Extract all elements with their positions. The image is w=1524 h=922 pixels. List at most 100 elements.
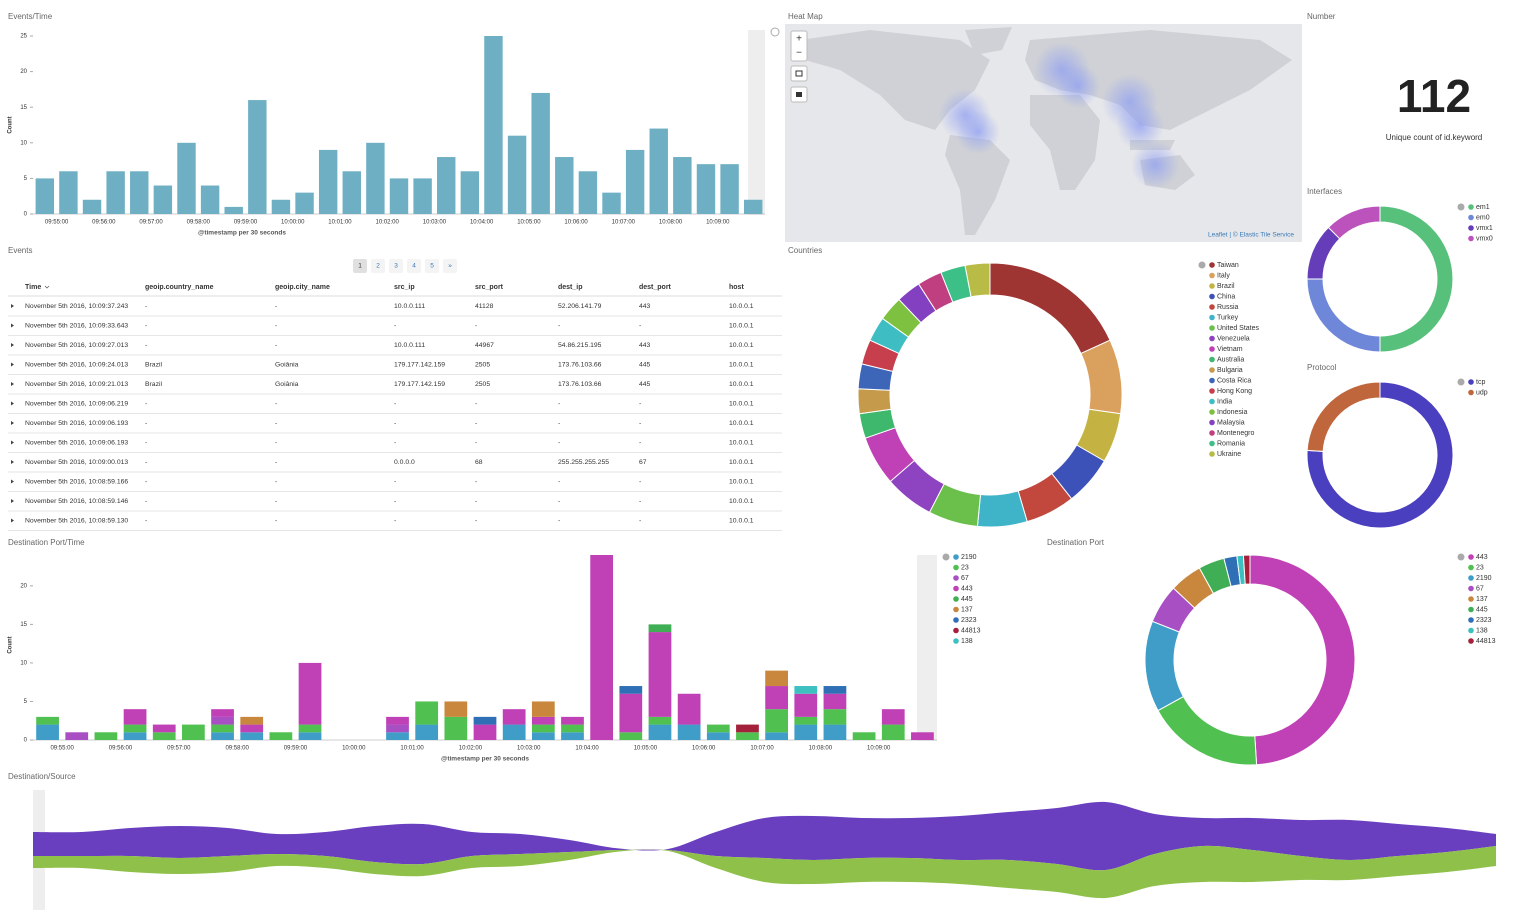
column-header[interactable]: dest_port	[639, 284, 672, 291]
expand-caret[interactable]	[11, 362, 14, 367]
y-tick-label: 10	[20, 660, 27, 666]
legend-toggle[interactable]	[942, 553, 950, 561]
legend-label[interactable]: vmx0	[1476, 235, 1493, 242]
page-button[interactable]	[371, 259, 385, 273]
column-header[interactable]: host	[729, 284, 744, 291]
legend-label[interactable]: China	[1217, 293, 1235, 300]
column-header[interactable]: geoip.country_name	[145, 284, 214, 291]
legend-label[interactable]: 443	[961, 585, 973, 592]
legend-label[interactable]: 2323	[1476, 617, 1492, 624]
legend-label[interactable]: 23	[961, 564, 969, 571]
expand-caret[interactable]	[11, 382, 14, 386]
legend-toggle[interactable]	[1198, 261, 1206, 269]
expand-caret[interactable]	[11, 499, 14, 503]
legend-label[interactable]: Ukraine	[1217, 451, 1241, 458]
column-header[interactable]: Time	[25, 284, 41, 291]
page-label[interactable]: 3	[394, 263, 398, 270]
column-header[interactable]: src_ip	[394, 284, 415, 291]
legend-label[interactable]: Australia	[1217, 356, 1244, 363]
legend-label[interactable]: 67	[961, 575, 969, 582]
legend-label[interactable]: Russia	[1217, 304, 1239, 311]
legend-toggle[interactable]	[1457, 203, 1465, 211]
legend-label[interactable]: em1	[1476, 204, 1490, 211]
expand-caret[interactable]	[11, 343, 14, 347]
legend-label[interactable]: 44813	[1476, 638, 1496, 645]
bar-segment	[736, 732, 759, 740]
legend-label[interactable]: 137	[1476, 596, 1488, 603]
legend-label[interactable]: em0	[1476, 214, 1490, 221]
legend-label[interactable]: Indonesia	[1217, 409, 1247, 416]
expand-caret[interactable]	[11, 518, 14, 523]
pie-slice[interactable]	[1306, 381, 1454, 529]
legend-label[interactable]: United States	[1217, 325, 1260, 332]
legend-label[interactable]: udp	[1476, 389, 1488, 396]
zoom-out[interactable]: −	[796, 48, 802, 59]
legend-label[interactable]: tcp	[1476, 379, 1485, 386]
expand-caret[interactable]	[11, 479, 14, 484]
legend-label[interactable]: 137	[961, 606, 973, 613]
legend-label[interactable]: 23	[1476, 564, 1484, 571]
legend-label[interactable]: Hong Kong	[1217, 388, 1252, 395]
pie-slice[interactable]	[1249, 554, 1356, 766]
legend-label[interactable]: 445	[1476, 606, 1488, 613]
page-button[interactable]	[353, 259, 367, 273]
table-cell: 54.86.215.195	[558, 342, 602, 349]
expand-caret[interactable]	[11, 304, 14, 308]
legend-label[interactable]: 2323	[961, 617, 977, 624]
page-button[interactable]	[389, 259, 403, 273]
pie-slice[interactable]	[976, 490, 1028, 528]
pie-slice[interactable]	[1242, 554, 1251, 585]
page-label[interactable]: »	[448, 263, 452, 270]
legend-label[interactable]: 67	[1476, 585, 1484, 592]
sort-caret[interactable]	[44, 285, 50, 289]
page-label[interactable]: 2	[376, 263, 380, 270]
legend-label[interactable]: 2190	[1476, 575, 1492, 582]
legend-label[interactable]: 44813	[961, 627, 981, 634]
legend-label[interactable]: vmx1	[1476, 225, 1493, 232]
fit-button[interactable]	[790, 65, 808, 82]
page-label[interactable]: 4	[412, 263, 416, 270]
expand-caret[interactable]	[11, 421, 14, 425]
legend-label[interactable]: 445	[961, 596, 973, 603]
legend-label[interactable]: Taiwan	[1217, 262, 1239, 269]
expand-caret[interactable]	[11, 323, 14, 328]
attribution[interactable]: Leaflet | © Elastic Tile Service	[1208, 231, 1294, 239]
legend-toggle[interactable]	[1457, 378, 1465, 386]
expand-caret[interactable]	[11, 440, 14, 445]
table-cell: 445	[639, 381, 651, 388]
legend-label[interactable]: 443	[1476, 554, 1488, 561]
expand-caret[interactable]	[11, 460, 14, 464]
legend-label[interactable]: Vietnam	[1217, 346, 1243, 353]
draw-icon	[796, 92, 802, 97]
column-header[interactable]: dest_ip	[558, 284, 583, 291]
legend-label[interactable]: Malaysia	[1217, 419, 1245, 426]
page-label[interactable]: 5	[430, 263, 434, 270]
legend-label[interactable]: Venezuela	[1217, 335, 1250, 342]
collapse-icon[interactable]	[770, 27, 780, 37]
page-button[interactable]	[407, 259, 421, 273]
legend-label[interactable]: Costa Rica	[1217, 377, 1251, 384]
legend-label[interactable]: Brazil	[1217, 283, 1235, 290]
column-header[interactable]: geoip.city_name	[275, 284, 330, 291]
legend-label[interactable]: 138	[1476, 627, 1488, 634]
page-label[interactable]: 1	[358, 263, 362, 270]
legend-label[interactable]: India	[1217, 398, 1232, 405]
zoom-in[interactable]: +	[796, 34, 802, 45]
expand-caret[interactable]	[11, 401, 14, 406]
legend-label[interactable]: 2190	[961, 554, 977, 561]
legend-label[interactable]: Italy	[1217, 272, 1230, 279]
legend-label[interactable]: 138	[961, 638, 973, 645]
legend-label[interactable]: Turkey	[1217, 314, 1239, 321]
column-header[interactable]: src_port	[475, 284, 504, 291]
pie-slice[interactable]	[964, 262, 991, 298]
page-button[interactable]	[425, 259, 439, 273]
pie-slice[interactable]	[1327, 205, 1381, 240]
legend-label[interactable]: Romania	[1217, 440, 1245, 447]
table-cell: 10.0.0.1	[729, 498, 754, 505]
pie-slice[interactable]	[857, 388, 892, 415]
pie-slice[interactable]	[1306, 381, 1381, 452]
legend-label[interactable]: Bulgaria	[1217, 367, 1243, 374]
legend-label[interactable]: Montenegro	[1217, 430, 1254, 437]
legend-toggle[interactable]	[1457, 553, 1465, 561]
page-button[interactable]	[443, 259, 457, 273]
